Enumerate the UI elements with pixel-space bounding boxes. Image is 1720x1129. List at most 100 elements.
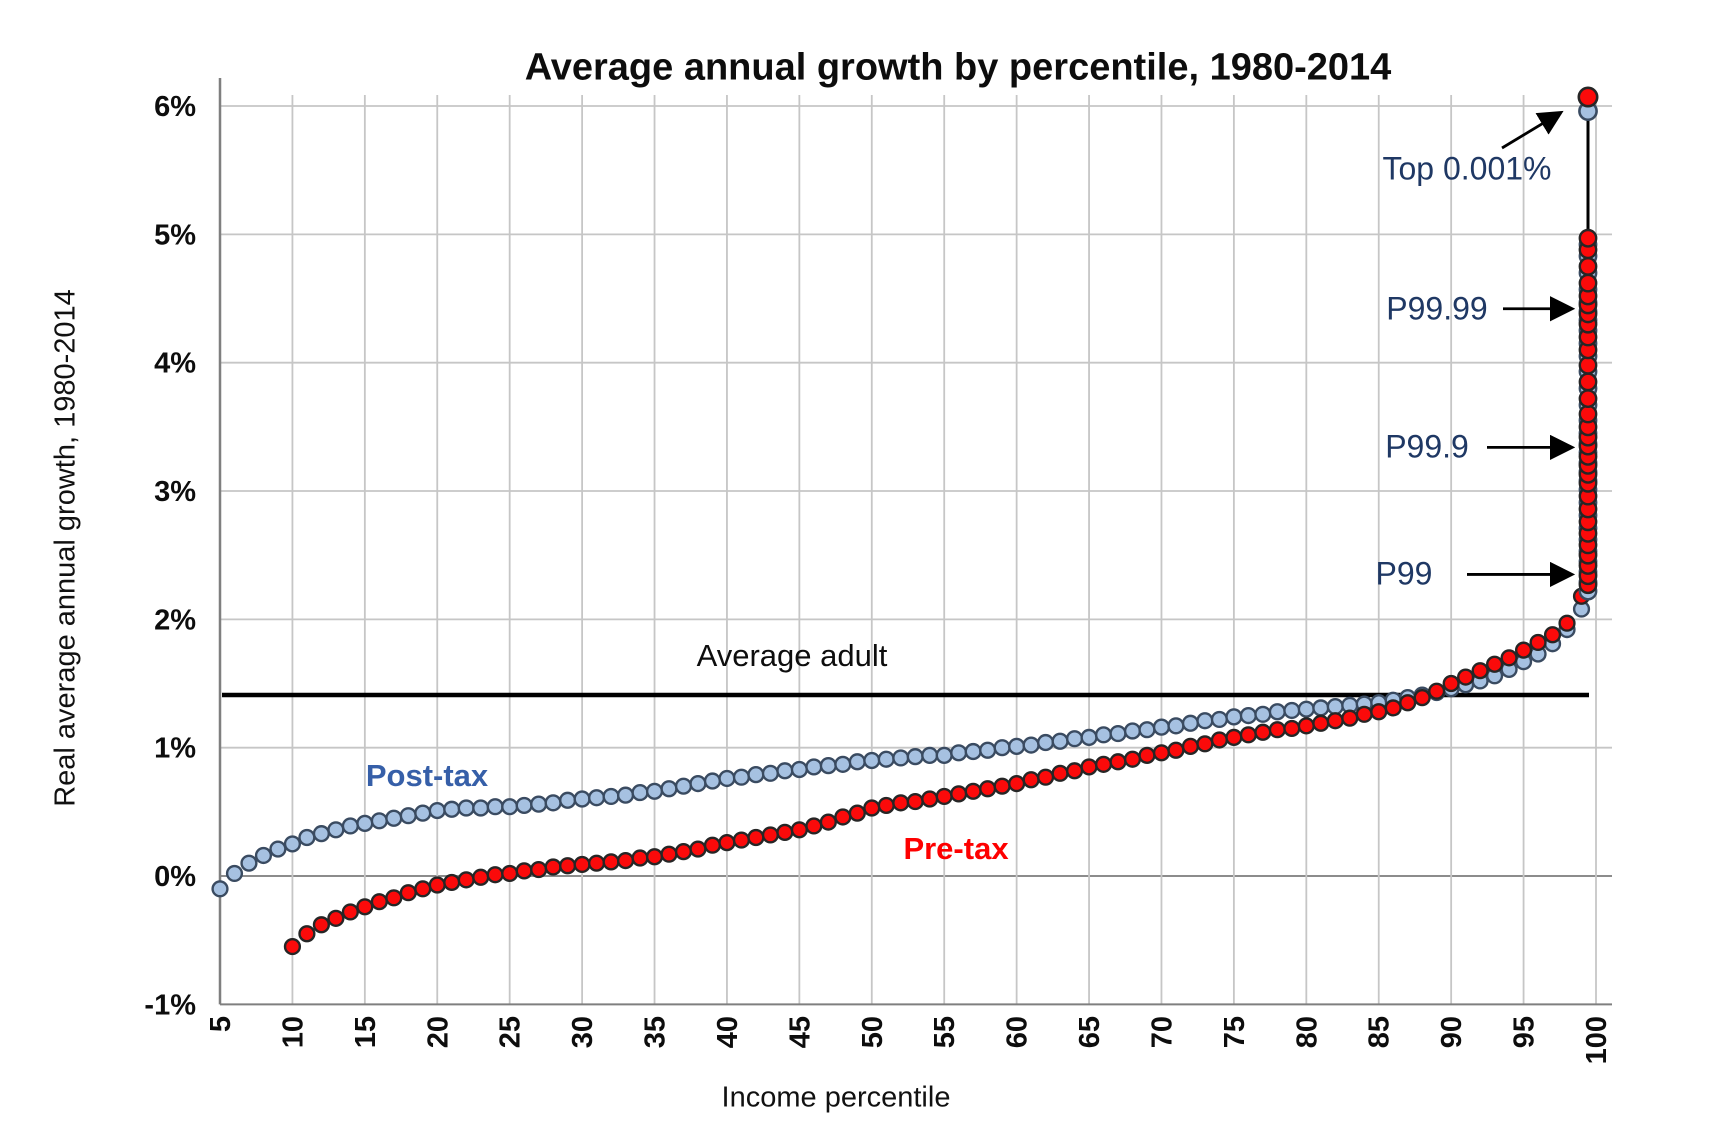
post-tax-point xyxy=(385,809,403,827)
post-tax-point xyxy=(602,787,620,806)
pre-tax-point xyxy=(327,909,345,927)
pre-tax-point xyxy=(1109,753,1127,771)
pre-tax-point xyxy=(718,834,736,852)
post-tax-point xyxy=(1297,700,1315,718)
chart-title: Average annual growth by percentile, 198… xyxy=(524,46,1392,89)
post-tax-point xyxy=(254,846,273,865)
post-tax-point xyxy=(1326,698,1344,716)
post-tax-point xyxy=(428,801,446,820)
post-tax-point xyxy=(1022,736,1040,754)
x-tick-label: 40 xyxy=(712,1016,744,1048)
pre-tax-point xyxy=(1558,614,1576,632)
post-tax-point xyxy=(732,768,751,786)
pre-tax-top-column-point xyxy=(1578,228,1598,248)
pre-tax-point xyxy=(1514,641,1533,659)
pre-tax-point xyxy=(1326,712,1344,730)
post-tax-point xyxy=(834,755,852,773)
post-tax-point xyxy=(1196,712,1214,730)
y-tick-label: 0% xyxy=(154,861,196,893)
pre-tax-point xyxy=(790,821,808,839)
annotation-p99-9: P99.9 xyxy=(1385,428,1469,465)
post-tax-point xyxy=(1065,730,1084,748)
post-tax-point xyxy=(863,751,881,770)
post-tax-point xyxy=(559,791,577,809)
pre-tax-point xyxy=(950,785,968,803)
y-tick-label: 2% xyxy=(154,604,196,636)
pre-tax-point xyxy=(544,858,562,876)
x-tick-label: 50 xyxy=(857,1016,889,1048)
pre-tax-point xyxy=(1341,709,1359,727)
pre-tax-point xyxy=(312,916,330,934)
pre-tax-point xyxy=(616,852,635,870)
pre-tax-point xyxy=(892,794,910,812)
post-tax-point xyxy=(906,748,924,766)
post-tax-point xyxy=(747,766,765,784)
pre-tax-point xyxy=(1181,737,1200,755)
post-tax-point xyxy=(1036,733,1055,752)
post-tax-point xyxy=(573,790,591,808)
pre-tax-point xyxy=(805,817,823,835)
post-tax-point xyxy=(1268,703,1286,721)
post-tax-point xyxy=(964,742,982,761)
x-tick-label: 90 xyxy=(1436,1016,1468,1048)
post-tax-point xyxy=(399,807,417,825)
pre-tax-point xyxy=(486,866,504,884)
pre-tax-point xyxy=(732,831,751,849)
pre-tax-point xyxy=(1384,699,1402,717)
post-tax-point xyxy=(240,854,258,872)
post-tax-point xyxy=(515,796,533,815)
post-tax-point xyxy=(689,775,707,793)
pre-tax-point xyxy=(501,864,519,883)
pre-tax-point xyxy=(1152,744,1171,762)
pre-tax-point xyxy=(877,796,895,815)
pre-tax-point xyxy=(1065,762,1084,780)
post-tax-point xyxy=(616,786,635,804)
pre-tax-point xyxy=(1529,633,1547,652)
post-tax-point xyxy=(921,746,939,764)
pre-tax-point xyxy=(1312,714,1330,732)
pre-tax-point xyxy=(1486,655,1504,673)
annotation-p99-99: P99.99 xyxy=(1386,290,1488,327)
post-tax-point xyxy=(776,762,794,780)
pre-tax-top-column-point xyxy=(1578,389,1598,409)
pre-tax-top-column-point xyxy=(1578,355,1598,375)
pre-tax-point xyxy=(1442,674,1460,693)
post-tax-point xyxy=(269,840,287,858)
pre-tax-point xyxy=(1094,755,1113,773)
post-tax-point xyxy=(341,817,359,835)
post-tax-point xyxy=(544,794,562,812)
post-tax-point xyxy=(1008,737,1026,755)
pre-tax-top-column-point xyxy=(1578,257,1598,276)
post-tax-point xyxy=(587,789,606,807)
pre-tax-point xyxy=(559,857,577,875)
x-tick-label: 15 xyxy=(350,1016,382,1048)
y-axis-title: Real average annual growth, 1980-2014 xyxy=(49,289,82,807)
y-tick-label: 1% xyxy=(154,733,196,765)
pre-tax-point xyxy=(573,855,591,874)
post-tax-point xyxy=(718,769,736,788)
post-tax-point xyxy=(443,800,461,818)
pre-tax-point xyxy=(602,853,620,871)
pre-tax-point xyxy=(1543,626,1562,644)
pre-tax-point xyxy=(530,860,548,879)
post-tax-point xyxy=(1210,710,1229,729)
y-tick-label: 5% xyxy=(154,219,196,251)
post-tax-point xyxy=(819,757,837,775)
pre-tax-point xyxy=(428,876,446,894)
post-tax-point xyxy=(660,780,678,798)
post-tax-point xyxy=(1312,699,1330,717)
pre-tax-point xyxy=(283,937,302,956)
post-tax-point xyxy=(1225,708,1243,726)
post-tax-point xyxy=(1051,732,1069,750)
post-tax-point xyxy=(370,812,388,830)
pre-tax-top-column-point xyxy=(1578,273,1598,293)
pre-tax-point xyxy=(1355,705,1373,723)
pre-tax-point xyxy=(906,792,924,811)
post-tax-point xyxy=(993,739,1011,757)
post-tax-point xyxy=(877,750,895,768)
pre-tax-point xyxy=(1268,721,1286,739)
x-tick-label: 85 xyxy=(1364,1016,1396,1048)
post-tax-point xyxy=(1138,721,1156,739)
post-tax-point xyxy=(1094,726,1113,744)
